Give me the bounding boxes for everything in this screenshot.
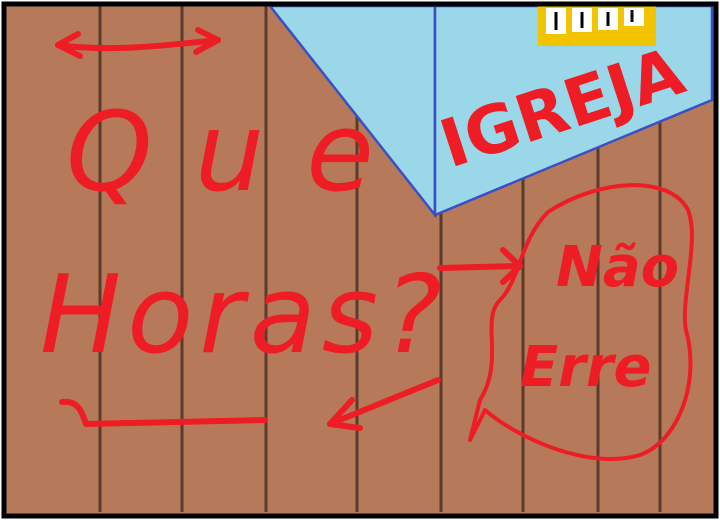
bubble-word-nao: Não [556,235,679,300]
arrow-icon [55,27,523,431]
speech-bubble [468,183,694,461]
graffiti-word-que: Que [66,88,416,216]
graffiti-word-horas: Horas? [40,253,447,378]
bubble-word-erre: Erre [520,335,651,400]
clock-dials-icon [538,6,656,46]
